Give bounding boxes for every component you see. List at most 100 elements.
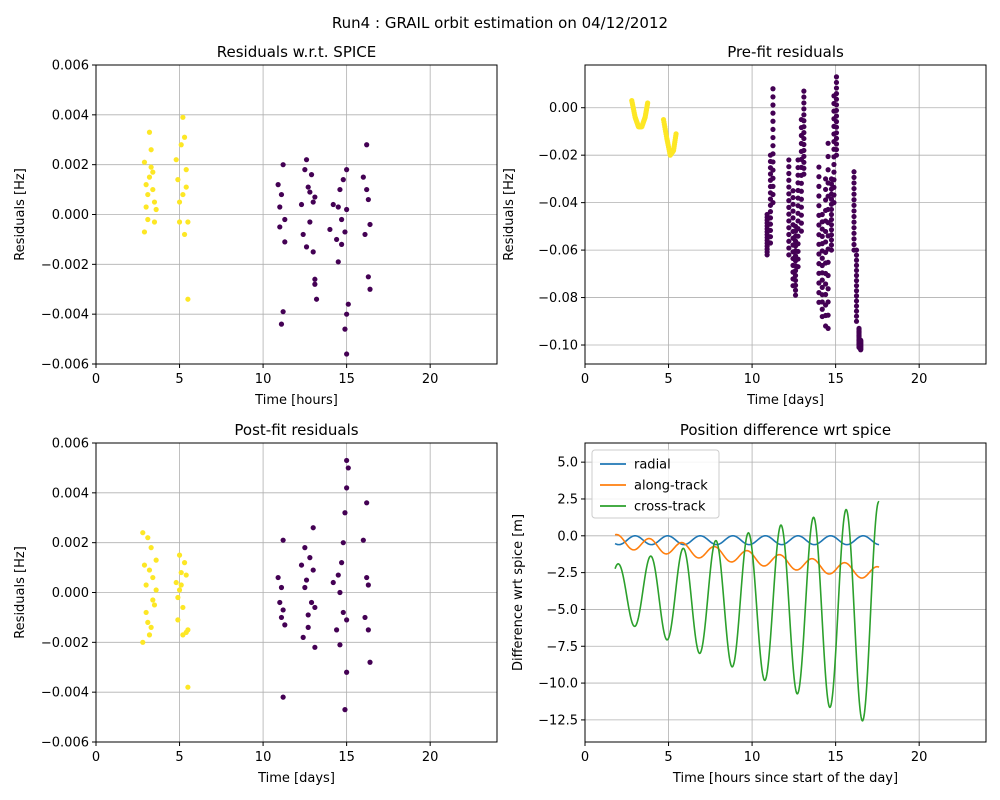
data-point (786, 252, 792, 258)
data-point (302, 584, 308, 591)
data-point (833, 135, 840, 141)
data-point (278, 191, 285, 198)
data-point (786, 170, 792, 177)
x-tick-label: 5 (664, 372, 672, 387)
data-point (280, 694, 286, 700)
data-point (816, 164, 822, 170)
data-point (770, 134, 776, 141)
data-point (307, 219, 313, 225)
data-point (853, 257, 860, 263)
plot-data (140, 457, 373, 713)
y-tick-label: −0.02 (538, 149, 578, 164)
data-point (146, 567, 153, 573)
data-point (153, 587, 159, 593)
data-point (335, 259, 341, 265)
data-point (280, 162, 286, 168)
data-point (801, 165, 807, 171)
data-point (801, 147, 807, 154)
data-point (798, 228, 804, 234)
data-point (151, 602, 158, 608)
figure-suptitle: Run4 : GRAIL orbit estimation on 04/12/2… (332, 14, 668, 32)
data-point (340, 177, 346, 183)
data-point (308, 172, 315, 178)
x-tick-label: 10 (255, 750, 272, 765)
data-point (786, 191, 792, 197)
y-tick-label: −0.002 (41, 258, 89, 273)
data-point (342, 707, 348, 713)
data-point (853, 303, 860, 309)
data-point (770, 110, 776, 116)
data-point (851, 174, 857, 180)
data-point (770, 167, 776, 173)
data-point (786, 231, 792, 238)
data-point (792, 268, 799, 274)
data-point (825, 153, 831, 160)
data-point (798, 212, 804, 218)
data-point (786, 164, 792, 170)
data-point (856, 325, 862, 332)
axes-frame (584, 442, 987, 743)
data-point (851, 241, 857, 248)
data-point (312, 644, 318, 650)
data-point (801, 112, 807, 118)
data-point (364, 500, 370, 506)
data-point (833, 96, 840, 102)
series-line-cross-track (614, 500, 880, 722)
data-point (277, 599, 283, 606)
y-tick-label: 0.004 (52, 486, 89, 501)
data-point (786, 218, 792, 224)
data-point (823, 239, 829, 245)
data-point (767, 221, 774, 227)
data-point (344, 485, 350, 491)
series-line-radial (614, 534, 880, 546)
x-tick-label: 10 (255, 372, 272, 387)
data-point (790, 208, 796, 214)
data-point (143, 582, 149, 588)
data-point (150, 186, 156, 193)
data-point (344, 617, 350, 623)
data-point (277, 224, 283, 230)
data-point (828, 247, 835, 253)
y-tick-label: −0.004 (41, 686, 89, 701)
data-point (280, 607, 286, 613)
data-point (853, 283, 860, 289)
data-point (767, 171, 774, 177)
data-point (181, 560, 188, 566)
data-point (307, 555, 313, 561)
data-point (367, 286, 373, 292)
data-point (365, 196, 371, 203)
plot-data (141, 114, 373, 357)
y-tick-label: −0.004 (41, 308, 89, 323)
data-point (145, 619, 151, 626)
data-point (853, 298, 860, 304)
data-point (305, 624, 311, 630)
data-point (335, 572, 341, 578)
data-point (770, 159, 776, 165)
data-point (833, 102, 840, 108)
data-point (360, 174, 366, 180)
y-tick-label: −0.04 (538, 196, 578, 211)
data-point (825, 286, 831, 292)
y-tick-label: 0.006 (52, 437, 89, 452)
data-point (151, 219, 158, 225)
data-point (303, 577, 310, 583)
data-point (819, 211, 825, 218)
data-point (340, 540, 346, 546)
data-point (853, 278, 860, 284)
data-point (853, 272, 860, 279)
data-point (825, 259, 831, 265)
data-point (312, 604, 318, 611)
data-point (344, 206, 350, 213)
data-point (831, 200, 837, 206)
data-point (816, 174, 822, 180)
data-point (342, 510, 348, 516)
data-point (344, 167, 350, 173)
data-point (853, 262, 860, 268)
data-point (831, 161, 837, 168)
data-point (767, 209, 774, 215)
data-point (282, 239, 288, 245)
data-point (308, 599, 315, 606)
data-point (344, 669, 350, 675)
data-point (828, 216, 835, 223)
data-point (303, 157, 310, 163)
